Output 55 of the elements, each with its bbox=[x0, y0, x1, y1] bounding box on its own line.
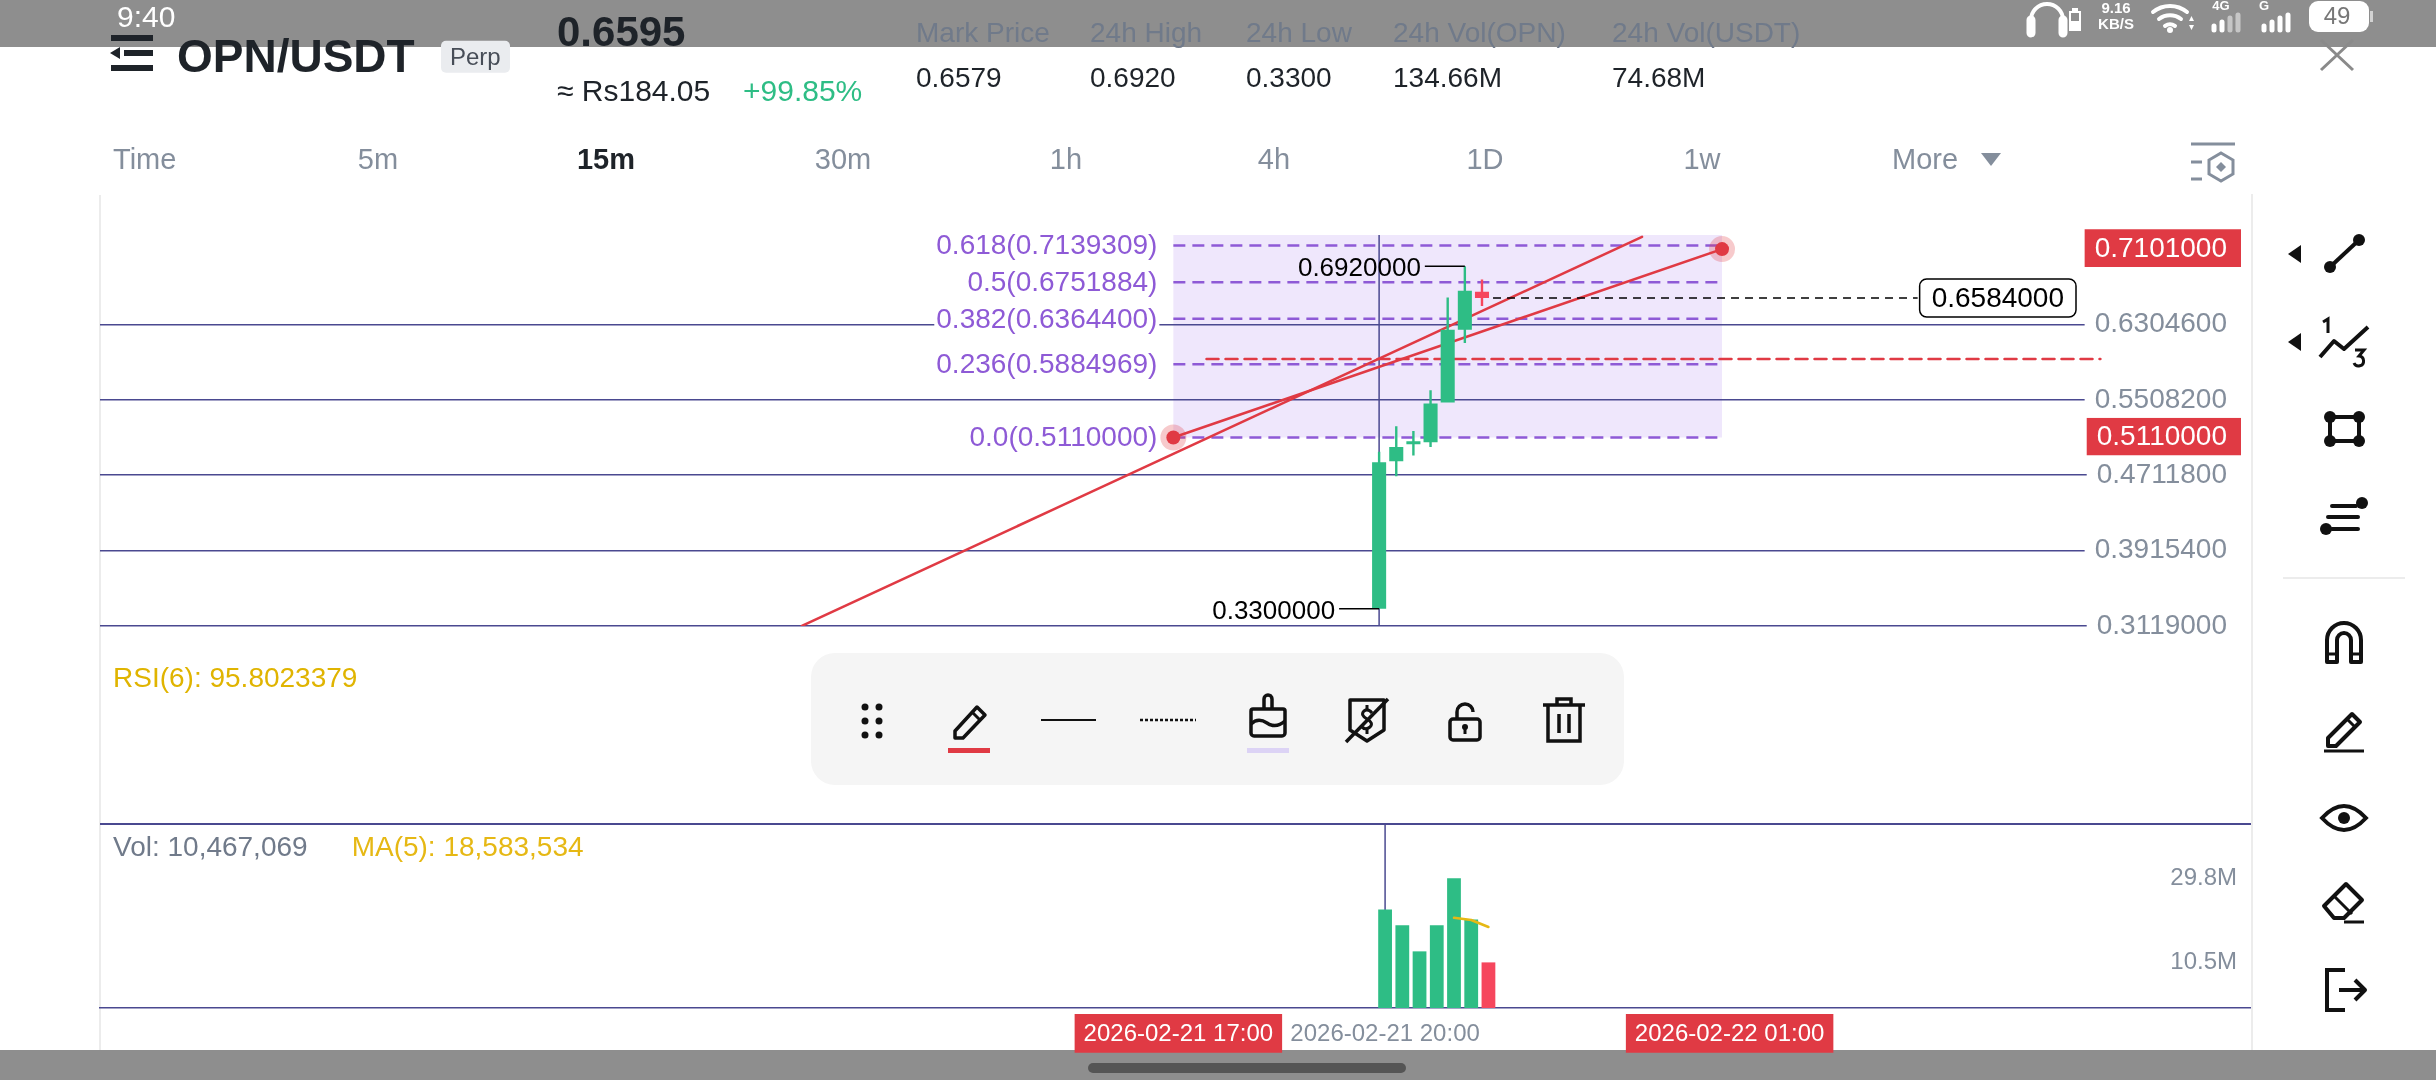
text: 74.68M bbox=[1612, 61, 1706, 94]
bar bbox=[1447, 878, 1461, 1008]
x-tick-label: 2026-02-22 01:00 bbox=[1634, 1019, 1825, 1047]
chart-title: Vol: 10,467,069 bbox=[113, 830, 308, 863]
candlestick bbox=[1406, 430, 1421, 456]
bar bbox=[1378, 909, 1392, 1008]
annotation: 0.3300000 bbox=[1212, 595, 1336, 626]
ref-line-label: 0.382(0.6364400) bbox=[936, 302, 1158, 334]
text: 9:40 bbox=[117, 0, 176, 33]
text: 1w bbox=[1683, 143, 1721, 176]
bar bbox=[1481, 962, 1496, 1008]
x-tick-label: 2026-02-21 20:00 bbox=[1290, 1019, 1480, 1047]
bar bbox=[1429, 925, 1444, 1008]
ref-line-label: 0.236(0.5884969) bbox=[936, 347, 1158, 379]
text: KB/S bbox=[2098, 14, 2134, 33]
text: 15m bbox=[576, 143, 636, 176]
text: G bbox=[2258, 0, 2270, 14]
text: 4G bbox=[2212, 0, 2230, 14]
text: 1D bbox=[1466, 143, 1504, 176]
y-tick-label: 0.4711800 bbox=[2096, 457, 2227, 489]
y-tick-label: 0.5508200 bbox=[2094, 382, 2227, 414]
text: 0.6579 bbox=[916, 61, 1002, 94]
text: More bbox=[1892, 143, 1959, 176]
text: RSI(6): 95.8023379 bbox=[113, 661, 358, 694]
text: 5m bbox=[357, 143, 399, 176]
y-tick-label: 0.5110000 bbox=[2096, 420, 2227, 452]
y-tick-label: 0.7101000 bbox=[2094, 231, 2227, 263]
ref-line-label: 0.0(0.5110000) bbox=[969, 421, 1158, 453]
text: 134.66M bbox=[1393, 61, 1502, 94]
text: 0.6584000 bbox=[1931, 281, 2064, 313]
bar bbox=[1395, 925, 1410, 1008]
ref-line-label: 0.5(0.6751884) bbox=[967, 265, 1158, 297]
ref-line-label: 0.618(0.7139309) bbox=[936, 229, 1158, 261]
y-tick-label: 0.6304600 bbox=[2094, 307, 2227, 339]
text: 0.3300 bbox=[1246, 61, 1332, 94]
text: 1h bbox=[1049, 143, 1083, 176]
bar bbox=[1412, 951, 1427, 1008]
text: Perp bbox=[441, 40, 510, 74]
text: OPN/USDT bbox=[177, 29, 415, 82]
text: 9.16 bbox=[2101, 0, 2131, 17]
y-tick-label: 0.3915400 bbox=[2094, 533, 2227, 565]
text: Time bbox=[113, 143, 177, 176]
bar bbox=[1464, 919, 1479, 1008]
text: 0.6920 bbox=[1090, 61, 1176, 94]
text: 30m bbox=[814, 143, 872, 176]
y-tick-label: 29.8M bbox=[2170, 862, 2237, 890]
text: +99.85% bbox=[743, 73, 863, 107]
text: 0.6595 bbox=[557, 7, 686, 56]
text: MA(5): 18,583,534 bbox=[351, 830, 584, 863]
y-tick-label: 0.3119000 bbox=[2096, 608, 2227, 640]
x-tick-label: 2026-02-21 17:00 bbox=[1083, 1019, 1274, 1047]
y-tick-label: 10.5M bbox=[2170, 946, 2237, 974]
text: 49 bbox=[2323, 1, 2351, 30]
text: ≈ Rs184.05 bbox=[557, 73, 711, 107]
text: 4h bbox=[1257, 143, 1291, 176]
